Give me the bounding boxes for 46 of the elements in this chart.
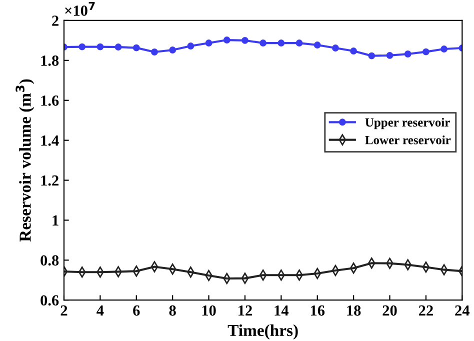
x-tick-label: 12 xyxy=(238,305,252,316)
point xyxy=(350,48,358,54)
legend-label: Lower reservoir xyxy=(365,136,451,144)
x-axis-title: Time(hrs) xyxy=(228,324,298,340)
y-tick-label: 1.2 xyxy=(41,175,58,186)
point xyxy=(169,46,176,54)
point xyxy=(96,43,104,50)
x-tick-label: 2 xyxy=(60,305,68,316)
y-tick-label: 1.6 xyxy=(41,96,59,106)
x-tick-label: 8 xyxy=(169,305,176,316)
point xyxy=(404,50,412,58)
point xyxy=(187,42,194,50)
y-axis-title: Reservoir volume (m$^{3}$) xyxy=(16,79,34,242)
point xyxy=(386,52,394,59)
x-tick-label: 14 xyxy=(274,305,289,316)
y-tick-label: 0.8 xyxy=(40,255,59,266)
legend-label: Upper reservoir xyxy=(365,118,450,130)
point xyxy=(314,42,321,48)
x-tick-label: 22 xyxy=(418,305,433,316)
point xyxy=(205,40,212,46)
y-tick-label: 2 xyxy=(52,16,58,26)
x-tick-label: 10 xyxy=(202,305,216,316)
point xyxy=(296,40,303,46)
point xyxy=(132,44,140,52)
y-tick-label: 1 xyxy=(52,215,58,226)
point xyxy=(242,36,248,44)
y-tick-label: 1.8 xyxy=(41,56,59,66)
point xyxy=(151,48,158,56)
point xyxy=(78,43,86,50)
y-tick-label: 0.6 xyxy=(40,295,59,306)
x-tick-label: 4 xyxy=(96,305,104,316)
x-tick-label: 20 xyxy=(382,305,397,316)
point xyxy=(278,40,285,46)
point xyxy=(368,52,376,60)
point xyxy=(223,36,230,44)
x-tick-label: 6 xyxy=(133,305,140,316)
point xyxy=(114,44,122,50)
point xyxy=(422,48,430,56)
point xyxy=(260,40,267,46)
y-tick-label: 1.4 xyxy=(41,136,59,146)
text: ×10$^{7}$ xyxy=(65,2,95,16)
x-tick-label: 16 xyxy=(310,305,325,316)
x-tick-label: 24 xyxy=(455,305,470,316)
point xyxy=(440,46,448,52)
x-tick-label: 18 xyxy=(347,305,361,316)
point xyxy=(332,44,339,52)
